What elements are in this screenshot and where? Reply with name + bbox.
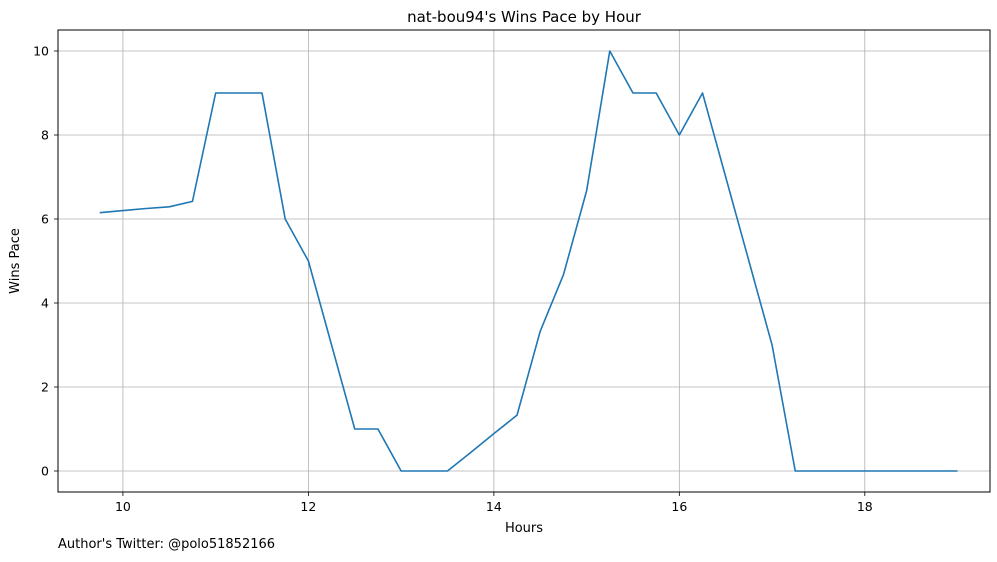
series-line — [99, 50, 958, 472]
x-tick-label: 14 — [486, 499, 502, 514]
x-axis-label: Hours — [505, 521, 543, 536]
y-tick-label: 10 — [33, 44, 49, 59]
y-tick-label: 4 — [41, 296, 49, 311]
x-tick-label: 12 — [300, 499, 316, 514]
x-tick-label: 10 — [115, 499, 131, 514]
series-layer — [99, 50, 958, 472]
y-tick-label: 8 — [41, 128, 49, 143]
x-tick-label: 16 — [671, 499, 687, 514]
y-tick-label: 2 — [41, 380, 49, 395]
chart-title: nat-bou94's Wins Pace by Hour — [407, 8, 642, 26]
y-tick-label: 6 — [41, 212, 49, 227]
ticks: 10 12 14 16 18 0 2 4 6 8 10 — [33, 44, 873, 515]
y-axis-label: Wins Pace — [8, 228, 23, 294]
axes-frame — [57, 29, 991, 493]
author-credit: Author's Twitter: @polo51852166 — [58, 537, 276, 552]
y-tick-label: 0 — [41, 464, 49, 479]
grid-lines — [58, 30, 990, 492]
x-tick-label: 18 — [857, 499, 873, 514]
